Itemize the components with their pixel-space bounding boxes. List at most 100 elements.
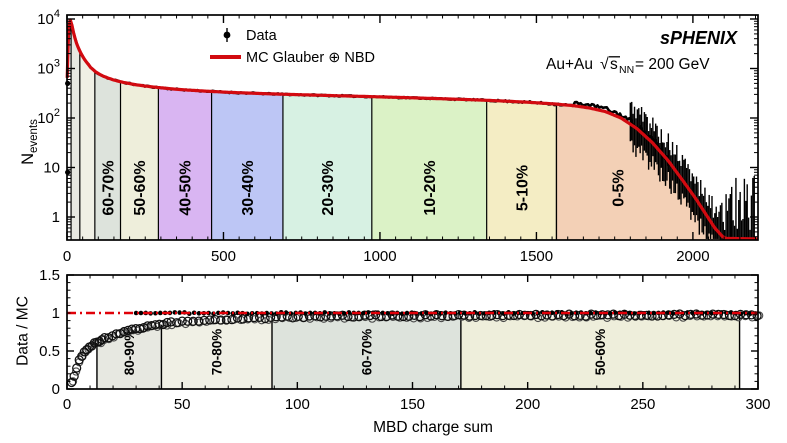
ratio-point-filled [607,311,613,316]
centrality-band [71,21,80,241]
main-y-axis-title: Nevents [19,119,40,165]
band-label: 20-30% [320,160,337,215]
y-tick-label: 102 [37,107,60,127]
y-tick-label: 0 [52,381,60,398]
centrality-band [161,319,272,389]
ratio-y-axis-title: Data / MC [15,296,32,366]
y-tick-label: 0.5 [39,343,60,360]
y-tick-label: 104 [37,8,60,28]
ratio-point-open [72,363,82,373]
ratio-point-open [216,315,226,325]
ratio-point-filled [627,310,632,316]
centrality-band [272,317,461,389]
x-tick-label: 1500 [520,248,553,265]
ratio-point-open [79,347,89,357]
x-tick-label: 100 [285,396,310,413]
ratio-point-open [166,317,176,327]
ratio-point-filled [138,310,144,316]
legend: Data MC Glauber ⊕ NBD [210,28,375,66]
legend-data-marker-icon [223,31,231,39]
ratio-point-open [409,310,419,321]
centrality-band [94,71,121,240]
band-label: 70-80% [210,329,225,376]
centrality-band [371,96,487,240]
x-tick-label: 1000 [363,248,396,265]
x-tick-label: 150 [400,396,425,413]
x-tick-label: 0 [63,396,71,413]
text-layer: Data MC Glauber ⊕ NBD sPHENIX Au+Au √ s … [15,28,738,436]
y-tick-label: 103 [37,58,60,78]
ratio-point-filled [651,310,656,316]
centrality-band [486,100,557,240]
ratio-point-filled [361,310,366,316]
ratio-point-open [210,314,220,325]
ratio-point-open [199,315,209,325]
experiment-label: sPHENIX [660,28,738,48]
ratio-panel-data-layer [66,309,764,388]
ratio-point-filled [424,310,429,316]
y-tick-label: 1.5 [39,267,60,284]
ratio-point-open [221,315,232,325]
band-label: 60-70% [359,329,374,376]
x-tick-label: 250 [630,396,655,413]
ratio-point-open [205,315,215,325]
ratio-point-filled [157,310,163,316]
ratio-point-open [359,310,370,320]
ratio-point-filled [385,310,390,316]
beam-label: Au+Au [546,56,593,73]
ratio-point-open [371,310,381,320]
collision-energy-label: Au+Au √ s NN = 200 GeV [546,56,710,76]
sqrt-symbol: √ [600,56,609,73]
ratio-point-open [227,315,237,325]
band-label: 60-70% [100,160,117,215]
ratio-point-filled [646,310,652,316]
band-label: 30-40% [240,160,257,215]
mc-curve [65,18,759,241]
ratio-point-filled [303,311,308,316]
band-label: 40-50% [178,160,195,215]
ratio-point-filled [404,310,410,316]
centrality-band [79,51,95,240]
ratio-point-open [492,310,502,320]
band-label: 10-20% [422,160,439,215]
energy-value: = 200 GeV [635,56,710,73]
ratio-point-open [719,309,729,320]
band-label: 5-10% [514,165,531,211]
x-tick-label: 200 [515,396,540,413]
legend-data-label: Data [246,28,278,44]
ratio-point-filled [341,311,347,316]
ratio-point-open [77,351,87,361]
centrality-band [96,326,162,389]
ratio-point-open [194,316,204,326]
ratio-point-open [97,334,107,345]
x-tick-label: 50 [174,396,191,413]
x-tick-label: 500 [211,248,236,265]
ratio-point-filled [670,311,676,316]
ratio-point-open [135,324,145,334]
top-panel-frame [66,14,759,241]
x-tick-label: 2000 [676,248,709,265]
x-tick-label: 0 [63,248,71,265]
sqrt-s-subscript: NN [619,64,634,76]
band-label: 50-60% [593,329,608,376]
ratio-point-open [188,316,198,326]
ratio-point-open [641,310,652,321]
ratio-point-open [183,316,193,326]
mc-curve-layer [65,18,759,241]
ratio-point-filled [365,310,371,315]
centrality-band [158,87,212,240]
legend-mc-label: MC Glauber ⊕ NBD [246,50,375,66]
ratio-point-filled [443,310,448,316]
top-panel-bands-layer: 60-70% 50-60% 40-50% 30-40% 20-30% 10-20% 5-10… [70,21,725,241]
sqrt-s: s [610,56,618,73]
ratio-point-open [153,322,162,331]
y-tick-label: 1 [52,209,60,226]
centrality-band [556,104,725,240]
ratio-point-open [128,326,138,335]
ratio-point-filled [632,311,637,316]
centrality-band [282,94,372,240]
ratio-point-filled [177,310,182,315]
ratio-point-filled [569,310,574,316]
ratio-point-filled [588,310,594,316]
